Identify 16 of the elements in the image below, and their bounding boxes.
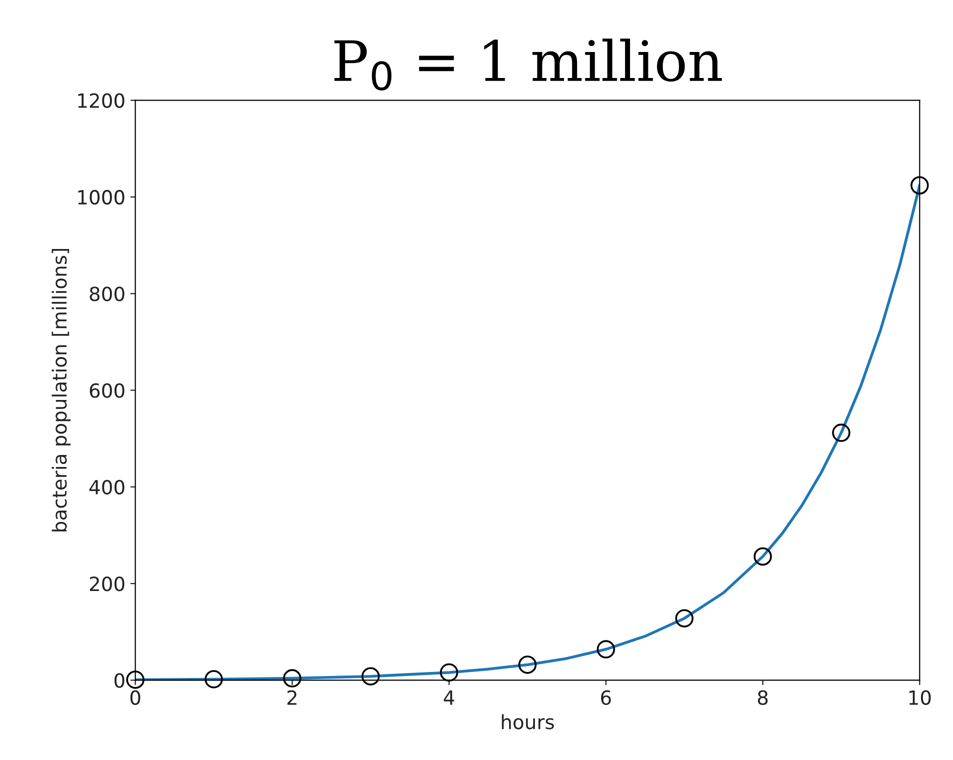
y-tick-label: 400: [89, 480, 124, 495]
y-tick-label: 0: [114, 673, 124, 688]
y-tick-label: 1200: [78, 93, 124, 108]
y-tick-label: 1000: [78, 190, 124, 205]
x-tick-label: 0: [130, 690, 140, 705]
y-tick-label: 600: [90, 383, 124, 398]
y-tick-label: 200: [90, 576, 124, 592]
x-axis-title: hours: [502, 714, 554, 730]
x-tick-label: 4: [444, 690, 454, 705]
x-tick-label: 10: [909, 690, 931, 705]
x-tick-label: 2: [287, 690, 296, 705]
x-tick-label: 8: [758, 690, 768, 705]
y-axis-title: bacteria population [millions]: [52, 249, 71, 532]
chart-title: P$_{0}$ = 1 million: [334, 38, 722, 91]
y-tick-label: 800: [90, 286, 124, 302]
x-tick-label: 6: [601, 690, 611, 705]
